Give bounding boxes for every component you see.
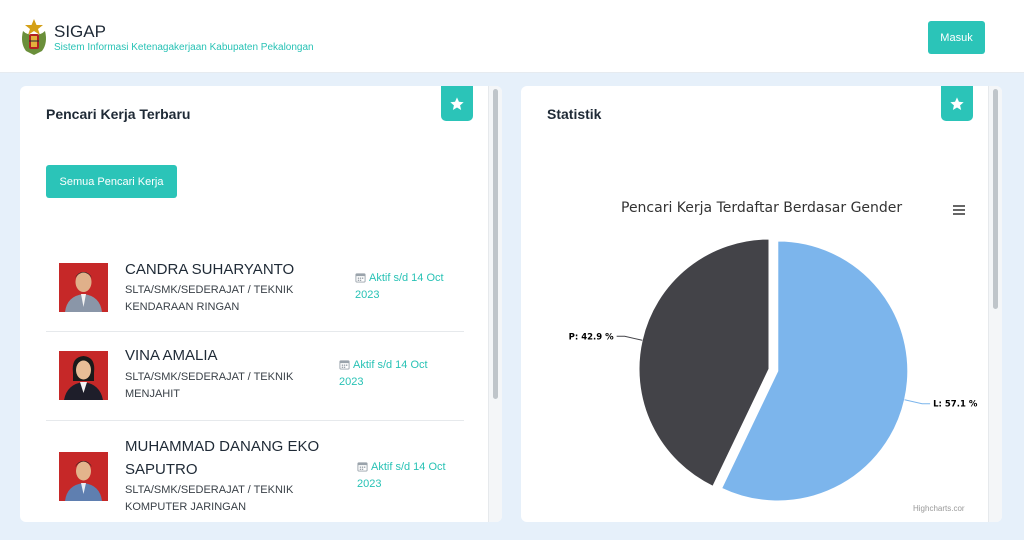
seeker-name: VINA AMALIA <box>125 347 218 364</box>
list-item[interactable]: MUHAMMAD DANANG EKO SAPUTRO SLTA/SMK/SED… <box>46 421 464 522</box>
pekalongan-emblem-logo <box>22 19 46 55</box>
job-seekers-panel: Pencari Kerja Terbaru Semua Pencari Kerj… <box>20 86 502 522</box>
chart-title: Pencari Kerja Terdaftar Berdasar Gender <box>621 200 903 216</box>
gender-pie-chart: L: 57.1 % P: 42.9 % <box>569 238 978 502</box>
panel-title: Pencari Kerja Terbaru <box>46 106 191 122</box>
top-header: SIGAP Sistem Informasi Ketenagakerjaan K… <box>0 0 1024 73</box>
seeker-photo <box>59 452 108 501</box>
statistics-panel: Statistik Pencari Kerja Terdaftar Berdas… <box>521 86 1002 522</box>
seeker-active-status: Aktif s/d 14 Oct 2023 <box>339 357 449 391</box>
list-item[interactable]: VINA AMALIA SLTA/SMK/SEDERAJAT / TEKNIK … <box>46 332 464 421</box>
pie-slice-p[interactable] <box>638 238 770 487</box>
panel-title: Statistik <box>547 106 602 122</box>
seeker-name: MUHAMMAD DANANG EKO SAPUTRO <box>125 438 320 478</box>
seeker-education: SLTA/SMK/SEDERAJAT / TEKNIK KENDARAAN RI… <box>125 284 294 313</box>
status-text: Aktif s/d 14 Oct 2023 <box>339 359 428 388</box>
star-icon <box>950 96 964 110</box>
seeker-active-status: Aktif s/d 14 Oct 2023 <box>355 270 465 304</box>
seeker-active-status: Aktif s/d 14 Oct 2023 <box>357 459 467 493</box>
list-item[interactable]: CANDRA SUHARYANTO SLTA/SMK/SEDERAJAT / T… <box>46 245 464 332</box>
favorite-tab[interactable] <box>941 86 973 121</box>
chart-credits[interactable]: Highcharts.cor <box>913 504 965 513</box>
chart-menu-icon[interactable] <box>953 205 965 215</box>
scrollbar[interactable] <box>488 86 502 522</box>
favorite-tab[interactable] <box>441 86 473 121</box>
seeker-education: SLTA/SMK/SEDERAJAT / TEKNIK KOMPUTER JAR… <box>125 484 294 513</box>
pie-data-label: L: 57.1 % <box>933 400 978 410</box>
status-text: Aktif s/d 14 Oct 2023 <box>355 272 444 301</box>
star-icon <box>450 96 464 110</box>
seeker-photo <box>59 263 108 312</box>
calendar-icon <box>355 273 366 283</box>
data-label-connector <box>904 399 931 405</box>
app-name: SIGAP <box>54 22 106 41</box>
seeker-photo <box>59 351 108 400</box>
seeker-education: SLTA/SMK/SEDERAJAT / TEKNIK MENJAHIT <box>125 371 294 400</box>
seeker-name: CANDRA SUHARYANTO <box>125 261 295 278</box>
calendar-icon <box>357 462 368 472</box>
login-button[interactable]: Masuk <box>928 21 985 54</box>
scrollbar-thumb[interactable] <box>493 89 498 399</box>
app-subtitle: Sistem Informasi Ketenagakerjaan Kabupat… <box>54 42 314 53</box>
scrollbar[interactable] <box>988 86 1002 522</box>
all-job-seekers-button[interactable]: Semua Pencari Kerja <box>46 165 177 198</box>
calendar-icon <box>339 360 350 370</box>
data-label-connector <box>616 335 643 341</box>
pie-data-label: P: 42.9 % <box>569 332 615 342</box>
scrollbar-thumb[interactable] <box>993 89 998 309</box>
status-text: Aktif s/d 14 Oct 2023 <box>357 461 446 490</box>
